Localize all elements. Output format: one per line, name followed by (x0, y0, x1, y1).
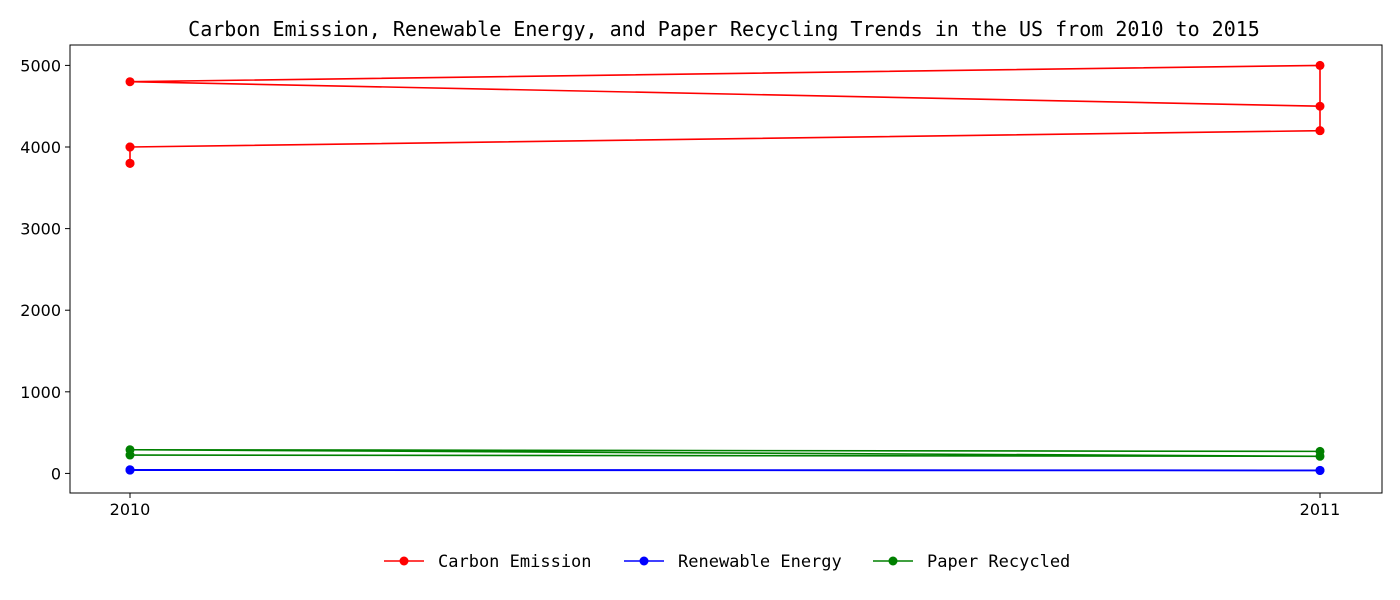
legend-swatch-marker (639, 556, 649, 566)
legend-item-renewable-energy[interactable]: Renewable Energy (624, 552, 842, 572)
y-tick-label: 0 (51, 464, 61, 483)
x-axis: 2010 2011 (110, 493, 1341, 519)
legend[interactable]: Carbon Emission Renewable Energy Paper Rec… (384, 552, 1070, 572)
y-tick-label: 3000 (20, 220, 61, 239)
carbon-emission-point (1315, 101, 1325, 111)
legend-label: Paper Recycled (927, 552, 1070, 572)
renewable-energy-line (129, 468, 1321, 472)
legend-swatch-marker (399, 556, 409, 566)
renewable-energy-point (1315, 466, 1325, 476)
carbon-emission-line (129, 64, 1321, 164)
renewable-energy-point (125, 465, 135, 475)
x-tick-label: 2010 (110, 500, 151, 519)
series-lines (129, 64, 1321, 472)
carbon-emission-point (1315, 60, 1325, 70)
y-tick-label: 1000 (20, 383, 61, 402)
paper-recycled-point (125, 445, 135, 455)
y-axis: 0 1000 2000 3000 4000 5000 (20, 56, 70, 483)
y-tick-label: 5000 (20, 56, 61, 75)
carbon-emission-point (125, 77, 135, 87)
plot-frame (69, 44, 1383, 494)
chart-title: Carbon Emission, Renewable Energy, and P… (188, 17, 1260, 41)
carbon-emission-point (125, 142, 135, 152)
legend-item-paper-recycled[interactable]: Paper Recycled (873, 552, 1070, 572)
legend-label: Carbon Emission (438, 552, 592, 572)
legend-item-carbon-emission[interactable]: Carbon Emission (384, 552, 592, 572)
carbon-emission-point (125, 158, 135, 168)
x-tick-label: 2011 (1300, 500, 1341, 519)
legend-label: Renewable Energy (678, 552, 842, 572)
paper-recycled-point (1315, 446, 1325, 456)
paper-recycled-line (129, 448, 1321, 458)
series-points (125, 60, 1325, 476)
legend-swatch-marker (888, 556, 898, 566)
carbon-emission-point (1315, 126, 1325, 136)
y-tick-label: 2000 (20, 301, 61, 320)
y-tick-label: 4000 (20, 138, 61, 157)
